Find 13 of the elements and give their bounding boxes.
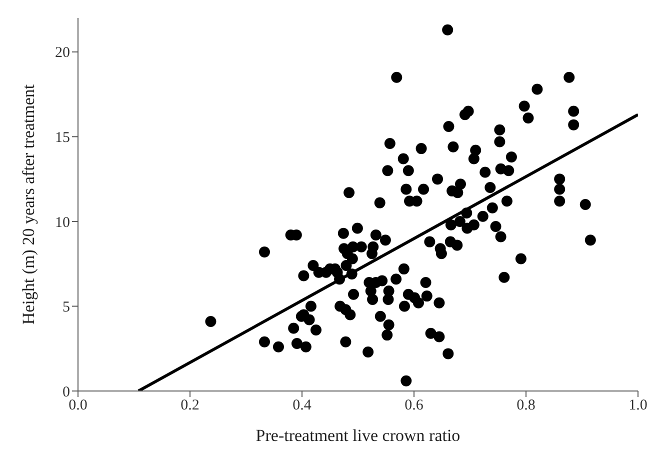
y-tick-label: 10	[55, 214, 70, 231]
y-axis-title: Height (m) 20 years after treatment	[19, 84, 38, 325]
x-tick-label: 0.2	[180, 398, 200, 414]
x-tick-label: 1.0	[628, 398, 648, 414]
y-tick-label: 20	[55, 45, 70, 62]
y-tick-label: 0	[62, 384, 70, 400]
x-tick-label: 0.8	[516, 398, 536, 414]
y-tick-label: 5	[62, 300, 70, 316]
x-axis-title: Pre-treatment live crown ratio	[256, 426, 460, 445]
x-tick-label: 0.4	[292, 398, 312, 414]
x-tick-label: 0.0	[68, 398, 88, 414]
y-tick-label: 15	[55, 130, 70, 146]
x-tick-label: 0.6	[404, 398, 424, 414]
